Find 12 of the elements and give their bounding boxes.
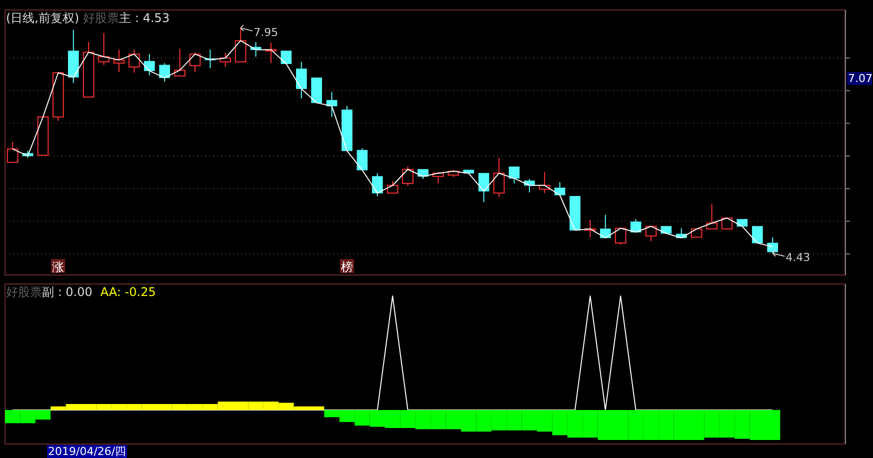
annotation: 副 : 0.00 [42,285,92,299]
annotation: 榜 [341,260,353,274]
annotation: 7.95 [254,26,278,39]
text: 4.43 [786,251,810,264]
annotation: 好股票 [6,285,42,299]
annotation: 主 : 4.53 [119,11,170,25]
text: 2019/04/26/四 [48,445,126,458]
text: 7.07 [848,72,872,85]
annotation: 好股票 [83,11,120,25]
chart-title: (日线,前复权) [6,11,80,25]
annotation: AA: -0.25 [100,285,156,299]
annotation: 涨 [52,260,64,274]
